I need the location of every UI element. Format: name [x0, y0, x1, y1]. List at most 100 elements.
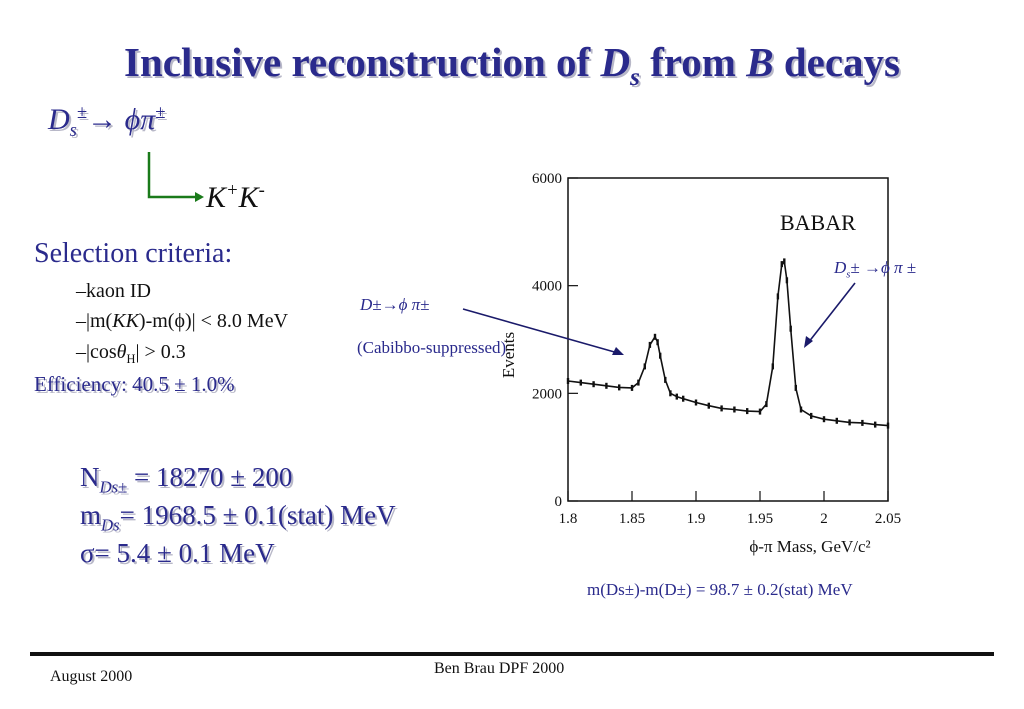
- criterion-h: H: [126, 352, 136, 366]
- criterion-helicity: –|cosθH| > 0.3: [76, 341, 186, 367]
- data-point: [874, 421, 877, 428]
- kaon-plus: +: [226, 180, 239, 201]
- decay-pm-2: ±: [155, 102, 166, 123]
- page-title: Inclusive reconstruction of Ds from B de…: [0, 38, 1024, 92]
- data-point: [566, 378, 570, 384]
- x-axis-label: ϕ-π Mass, GeV/c²: [749, 537, 870, 556]
- kaon-pair: K+K-: [206, 180, 265, 215]
- annotation-ds-rest: ± →ϕ π ±: [850, 258, 917, 277]
- result-mass: mDs= 1968.5 ± 0.1(stat) MeV: [80, 500, 396, 535]
- decay-s: s: [69, 120, 77, 141]
- data-point: [656, 339, 659, 346]
- result-n: N: [80, 462, 100, 492]
- footer-rule: [30, 652, 994, 656]
- criterion-cos-post: | > 0.3: [135, 341, 186, 363]
- y-tick-label: 0: [555, 494, 563, 510]
- data-point: [799, 406, 803, 413]
- data-point: [758, 408, 762, 415]
- data-point: [765, 401, 768, 408]
- title-text: Inclusive reconstruction of: [124, 39, 601, 85]
- kaon-2: K: [238, 181, 259, 214]
- criterion-mass-pre: –|m(: [76, 310, 113, 332]
- x-tick-label: 1.9: [687, 511, 706, 527]
- data-point: [810, 412, 813, 419]
- result-width: σ= 5.4 ± 0.1 MeV: [80, 538, 275, 568]
- babar-logo: BABAR: [780, 210, 856, 235]
- criterion-kaon-id: –kaon ID: [76, 280, 151, 302]
- title-b-symbol: B: [746, 39, 774, 85]
- criterion-mass-kk: KK: [112, 310, 139, 332]
- data-point: [675, 393, 678, 400]
- data-point: [861, 419, 864, 426]
- criterion-mass-post: )-m(ϕ)| < 8.0 MeV: [138, 310, 289, 332]
- annotation-dplus: D±→ϕ π±: [360, 295, 430, 314]
- x-tick-label: 1.8: [559, 511, 578, 527]
- y-tick-label: 6000: [532, 171, 562, 187]
- data-point: [794, 384, 797, 391]
- data-point: [776, 293, 780, 300]
- kaon-1: K: [206, 181, 227, 214]
- footer-author: Ben Brau DPF 2000: [434, 660, 565, 677]
- spectrum-points: [566, 258, 890, 429]
- decay-d: D: [48, 103, 70, 136]
- title-d-symbol: D: [600, 39, 631, 85]
- x-tick-label: 1.85: [619, 511, 645, 527]
- decay-arrow: →: [87, 103, 125, 136]
- y-tick-label: 2000: [532, 386, 562, 402]
- data-point: [783, 258, 786, 265]
- data-point: [886, 422, 890, 429]
- data-point: [579, 379, 582, 386]
- result-m-sub: Ds: [101, 515, 120, 535]
- x-tick-label: 2: [820, 511, 828, 527]
- y-tick-label: 4000: [532, 279, 562, 295]
- data-point: [780, 261, 783, 268]
- annotation-cabibbo: (Cabibbo-suppressed): [357, 338, 507, 357]
- x-tick-label: 2.05: [875, 511, 901, 527]
- result-yield: NDs± = 18270 ± 200: [80, 462, 292, 497]
- data-point: [822, 416, 826, 423]
- data-point: [746, 408, 749, 415]
- data-point: [835, 417, 838, 424]
- data-point: [592, 381, 595, 388]
- y-axis-ticks: 0 2000 4000 6000: [532, 171, 578, 510]
- footer-date: August 2000: [50, 668, 133, 685]
- decay-pm: ±: [76, 102, 88, 123]
- data-point: [659, 352, 662, 359]
- result-n-value: = 18270 ± 200: [127, 462, 293, 492]
- title-text-from: from: [639, 39, 747, 85]
- data-point: [771, 363, 774, 370]
- data-point: [694, 399, 698, 406]
- title-text-decays: decays: [773, 39, 900, 85]
- efficiency: Efficiency: 40.5 ± 1.0%: [34, 372, 235, 396]
- criterion-theta: θ: [116, 341, 127, 363]
- data-point: [848, 419, 851, 426]
- data-point: [643, 363, 646, 370]
- annotation-ds: Ds± →ϕ π ±: [834, 258, 916, 280]
- data-point: [785, 277, 789, 284]
- data-point: [618, 384, 621, 391]
- decay-branch-arrow: [147, 152, 204, 202]
- data-point: [789, 325, 792, 332]
- decay-phi-pi: ϕπ: [124, 103, 156, 136]
- data-point: [664, 376, 667, 383]
- result-m: m: [80, 500, 102, 530]
- y-axis-label: Events: [499, 332, 518, 378]
- data-point: [707, 402, 710, 409]
- kaon-minus: -: [258, 180, 265, 201]
- annotation-ds-d: D: [834, 258, 847, 277]
- x-tick-label: 1.95: [747, 511, 773, 527]
- result-m-value: = 1968.5 ± 0.1(stat) MeV: [119, 500, 396, 530]
- criterion-mass-window: –|m(KK)-m(ϕ)| < 8.0 MeV: [76, 310, 288, 333]
- data-point: [605, 382, 608, 389]
- data-point: [682, 395, 685, 402]
- data-point: [669, 390, 672, 397]
- data-point: [720, 405, 723, 412]
- annotation-ds-s: s: [846, 269, 851, 281]
- decay-formula: Ds±→ ϕπ±: [48, 102, 165, 142]
- data-point: [630, 384, 634, 391]
- mass-difference: m(Ds±)-m(D±) = 98.7 ± 0.2(stat) MeV: [587, 580, 853, 599]
- selection-heading: Selection criteria:: [34, 238, 233, 269]
- data-point: [648, 341, 652, 348]
- title-s-subscript: s: [630, 63, 640, 92]
